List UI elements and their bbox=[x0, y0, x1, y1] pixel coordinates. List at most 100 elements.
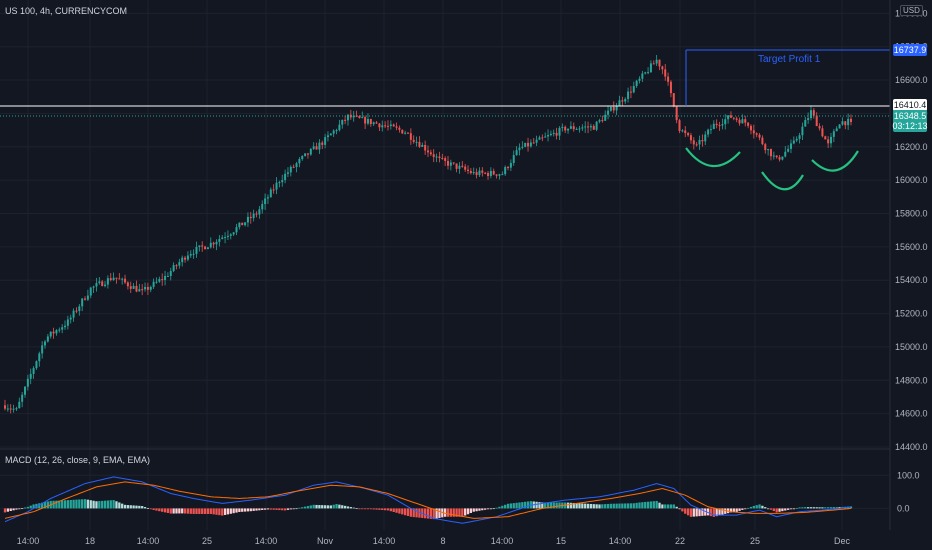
candle-body bbox=[744, 119, 747, 123]
macd-hist-bar bbox=[181, 508, 184, 514]
macd-hist-bar bbox=[18, 508, 21, 510]
macd-hist-bar bbox=[303, 506, 307, 509]
candle-body bbox=[366, 118, 369, 124]
macd-hist-bar bbox=[724, 508, 727, 514]
macd-hist-bar bbox=[632, 503, 635, 509]
candle-body bbox=[378, 123, 381, 128]
macd-hist-bar bbox=[183, 508, 187, 514]
macd-hist-bar bbox=[141, 506, 144, 509]
candle-body bbox=[664, 69, 667, 77]
candle-body bbox=[275, 182, 278, 190]
candle-body bbox=[492, 170, 495, 175]
macd-hist-bar bbox=[652, 501, 655, 509]
macd-hist-bar bbox=[178, 508, 181, 514]
macd-hist-bar bbox=[318, 505, 321, 509]
macd-hist-bar bbox=[524, 501, 527, 509]
macd-hist-bar bbox=[32, 504, 35, 509]
macd-indicator-title[interactable]: MACD (12, 26, close, 9, EMA, EMA) bbox=[5, 455, 151, 465]
macd-hist-bar bbox=[52, 500, 55, 509]
candle-body bbox=[372, 122, 375, 125]
macd-hist-bar bbox=[758, 504, 761, 509]
time-tick-label: Dec bbox=[834, 536, 851, 546]
macd-hist-bar bbox=[775, 508, 778, 513]
macd-hist-bar bbox=[615, 503, 618, 509]
candle-body bbox=[401, 129, 404, 134]
candle-body bbox=[812, 110, 815, 116]
candle-body bbox=[569, 126, 572, 129]
candle-body bbox=[135, 285, 138, 292]
macd-hist-bar bbox=[146, 508, 150, 509]
time-tick-label: 25 bbox=[750, 536, 760, 546]
candle-body bbox=[615, 106, 618, 111]
candle-body bbox=[338, 124, 341, 131]
candle-body bbox=[669, 81, 672, 94]
macd-hist-bar bbox=[641, 502, 644, 509]
macd-hist-bar bbox=[215, 508, 218, 515]
candle-body bbox=[741, 119, 744, 124]
macd-hist-bar bbox=[61, 500, 64, 509]
macd-hist-bar bbox=[423, 508, 427, 519]
macd-hist-bar bbox=[618, 503, 621, 509]
macd-hist-bar bbox=[466, 508, 470, 515]
macd-hist-bar bbox=[69, 499, 72, 509]
candle-body bbox=[426, 150, 430, 153]
candle-body bbox=[538, 137, 541, 140]
time-tick-label: 25 bbox=[202, 536, 212, 546]
candle-body bbox=[124, 278, 127, 283]
candle-body bbox=[512, 155, 515, 163]
candle-body bbox=[749, 125, 752, 131]
candle-body bbox=[321, 142, 324, 145]
macd-hist-bar bbox=[386, 508, 390, 511]
candle-body bbox=[252, 213, 255, 219]
macd-hist-bar bbox=[3, 508, 7, 513]
candle-body bbox=[581, 127, 584, 129]
macd-hist-bar bbox=[106, 500, 110, 509]
macd-hist-bar bbox=[101, 500, 104, 509]
candle-body bbox=[126, 282, 129, 287]
candle-body bbox=[455, 163, 458, 169]
candle-body bbox=[429, 152, 432, 155]
time-tick-label: 14:00 bbox=[255, 536, 278, 546]
macd-hist-bar bbox=[701, 508, 704, 516]
macd-hist-bar bbox=[664, 504, 667, 509]
candle-body bbox=[266, 197, 269, 199]
candle-body bbox=[141, 289, 144, 291]
macd-hist-bar bbox=[35, 503, 38, 509]
candle-body bbox=[655, 59, 658, 64]
macd-hist-bar bbox=[684, 508, 687, 514]
candle-body bbox=[789, 143, 792, 149]
macd-hist-bar bbox=[323, 505, 327, 509]
macd-hist-bar bbox=[75, 499, 78, 509]
macd-hist-bar bbox=[821, 507, 824, 509]
candle-body bbox=[418, 141, 421, 147]
candle-body bbox=[318, 142, 321, 150]
candle-body bbox=[264, 198, 267, 205]
candle-body bbox=[755, 133, 758, 135]
macd-hist-bar bbox=[526, 501, 530, 509]
macd-hist-bar bbox=[595, 504, 598, 509]
candle-body bbox=[146, 286, 149, 290]
target-price-tag: 16737.9 bbox=[893, 44, 927, 56]
candle-body bbox=[835, 128, 838, 132]
candle-body bbox=[101, 281, 104, 286]
macd-hist-bar bbox=[369, 508, 372, 510]
macd-hist-bar bbox=[689, 508, 693, 517]
macd-hist-bar bbox=[549, 502, 553, 509]
macd-hist-bar bbox=[704, 508, 707, 516]
candle-body bbox=[415, 141, 418, 143]
currency-label[interactable]: USD bbox=[900, 5, 923, 16]
macd-hist-bar bbox=[552, 502, 555, 509]
candle-body bbox=[718, 125, 721, 127]
candle-body bbox=[75, 310, 78, 312]
candle-body bbox=[829, 136, 832, 144]
macd-hist-bar bbox=[492, 508, 495, 510]
overlays: Target Profit 1 bbox=[0, 49, 890, 191]
symbol-title[interactable]: US 100, 4h, CURRENCYCOM bbox=[5, 6, 128, 16]
candle-body bbox=[38, 353, 41, 362]
candle-body bbox=[189, 254, 192, 256]
candle-body bbox=[326, 135, 329, 138]
candle-body bbox=[292, 166, 295, 168]
macd-hist-bar bbox=[241, 508, 244, 512]
candle-body bbox=[518, 147, 521, 151]
